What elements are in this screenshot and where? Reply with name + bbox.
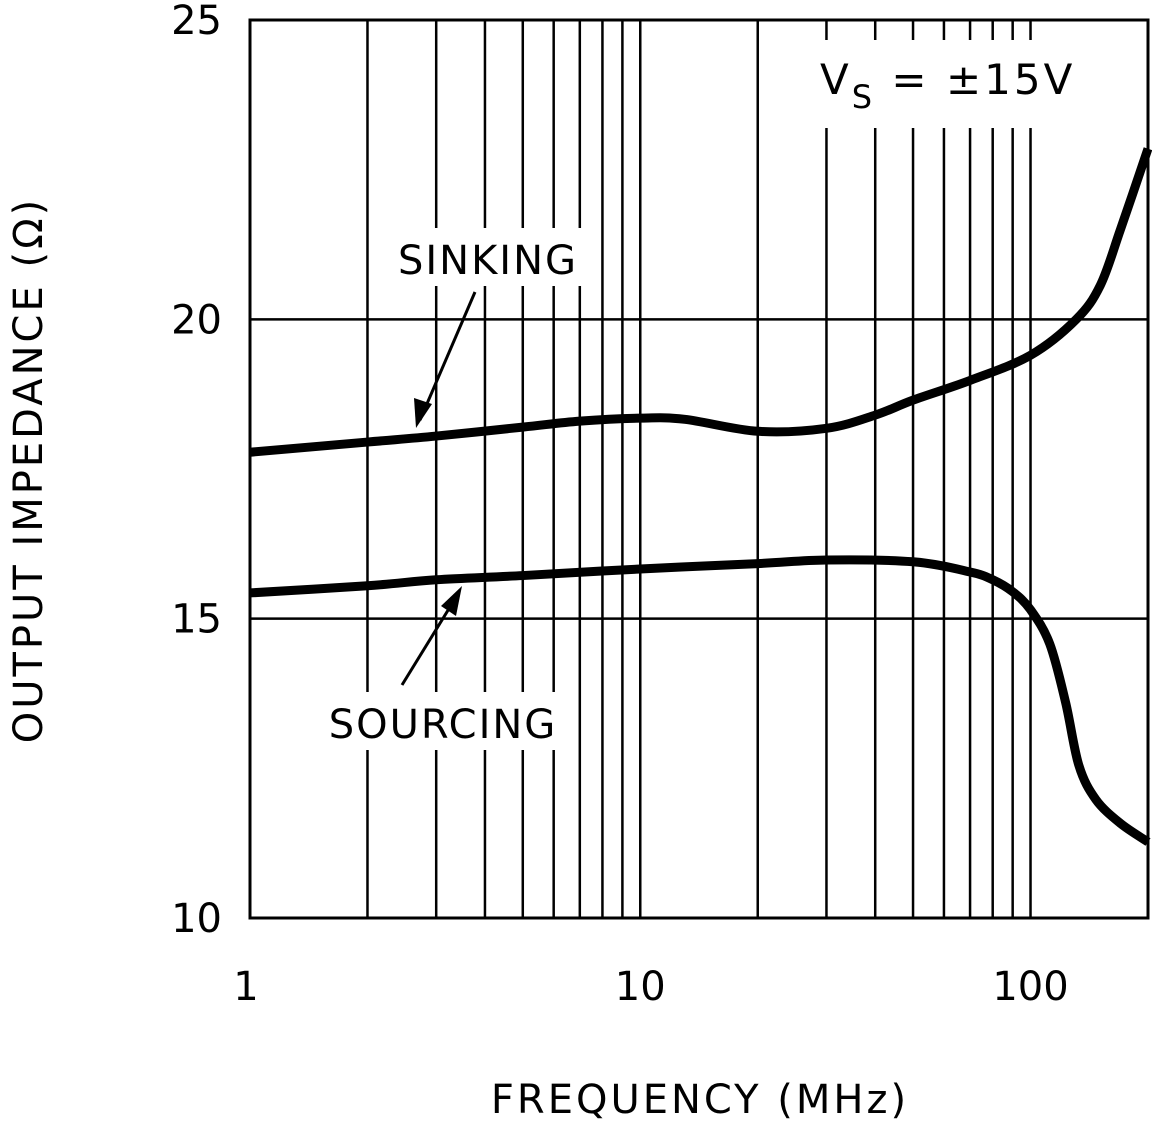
grid-lines xyxy=(250,20,1148,918)
y-axis-label: OUTPUT IMPEDANCE (Ω) xyxy=(6,197,52,744)
sourcing-arrowhead xyxy=(441,586,462,616)
vs-rest: = ±15V xyxy=(875,55,1075,104)
svg-text:VS = ±15V: VS = ±15V xyxy=(820,55,1075,116)
x-tick-label: 100 xyxy=(992,964,1068,1010)
sinking-label-group: SINKING xyxy=(385,228,590,428)
vs-sub: S xyxy=(852,78,875,116)
x-axis-label: FREQUENCY (MHz) xyxy=(491,1077,909,1122)
series-line-sourcing xyxy=(249,555,1151,846)
sinking-label: SINKING xyxy=(398,238,578,284)
x-tick-label: 1 xyxy=(233,964,258,1010)
y-tick-label: 20 xyxy=(171,297,222,343)
plot-frame xyxy=(248,18,1150,920)
sinking-arrowhead xyxy=(414,398,432,428)
series-line-sinking xyxy=(249,147,1152,457)
sinking-arrow xyxy=(418,291,477,421)
y-tick-label: 15 xyxy=(171,597,222,643)
y-tick-label: 25 xyxy=(171,0,222,44)
vs-annotation: VS = ±15V xyxy=(795,40,1095,128)
curves xyxy=(249,147,1152,846)
sourcing-label-group: SOURCING xyxy=(322,586,567,750)
y-tick-label: 10 xyxy=(171,896,222,942)
vs-main: V xyxy=(820,55,852,104)
x-tick-label: 10 xyxy=(615,964,666,1010)
sourcing-label: SOURCING xyxy=(329,702,558,748)
